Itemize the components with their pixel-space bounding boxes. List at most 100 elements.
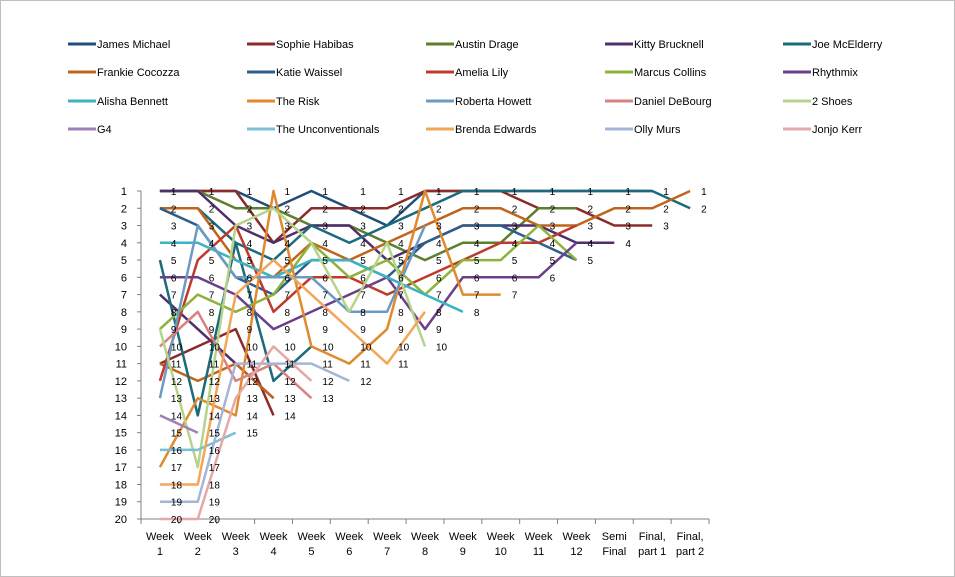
series-line [159,362,350,503]
data-label: 10 [247,342,259,353]
data-label: 1 [701,187,707,198]
x-tick-label: Week [449,531,477,543]
data-label: 8 [209,308,215,319]
x-tick-label: 11 [533,546,544,558]
legend-entry: 2 Shoes [783,96,853,108]
data-label: 13 [322,394,334,405]
series-line [158,224,427,399]
y-tick-label: 4 [121,238,127,250]
data-label: 12 [209,377,221,388]
data-label: 7 [512,291,518,302]
data-label: 2 [322,204,328,215]
legend-label: Rhythmix [812,67,858,79]
series-line [159,241,578,331]
data-label: 15 [247,429,259,440]
point-labels: 1234567891011121314151617181920123456789… [171,187,707,526]
data-label: 2 [512,204,518,215]
data-label: 1 [322,187,328,198]
data-label: 12 [285,377,297,388]
legend-label: Sophie Habibas [276,39,354,51]
data-label: 3 [247,222,253,233]
data-label: 4 [474,239,480,250]
data-label: 3 [360,222,366,233]
data-label: 5 [436,256,442,267]
data-label: 4 [436,239,442,250]
data-label: 1 [171,187,177,198]
legend-label: Daniel DeBourg [634,96,712,108]
legend-label: Austin Drage [455,39,519,51]
data-label: 6 [247,273,253,284]
legend-entry: Kitty Brucknell [605,39,704,51]
data-label: 8 [247,308,253,319]
data-label: 13 [171,394,183,405]
data-label: 9 [171,325,177,336]
series-line [159,345,313,521]
data-label: 13 [285,394,297,405]
y-tick-label: 6 [121,272,127,284]
data-label: 6 [512,273,518,284]
data-label: 11 [398,360,409,371]
legend-entry: Frankie Cocozza [68,67,180,79]
legend-label: Katie Waissel [276,67,342,79]
data-label: 3 [171,222,177,233]
legend-entry: Roberta Howett [426,96,531,108]
x-tick-label: Final, [677,531,704,543]
y-tick-label: 18 [115,479,127,491]
data-label: 3 [625,222,631,233]
x-tick-label: Week [525,531,553,543]
data-label: 2 [587,204,593,215]
data-label: 9 [360,325,366,336]
x-tick-label: 4 [270,546,276,558]
data-label: 8 [436,308,442,319]
y-tick-label: 17 [115,462,127,474]
data-label: 2 [663,204,669,215]
data-label: 8 [398,308,404,319]
y-tick-label: 19 [115,497,127,509]
data-label: 8 [474,308,480,319]
y-tick-label: 13 [115,393,127,405]
data-label: 1 [247,187,253,198]
legend-entry: Rhythmix [783,67,858,79]
x-tick-label: 3 [233,546,239,558]
y-tick-label: 20 [115,514,127,526]
data-label: 9 [209,325,215,336]
legend-entry: Daniel DeBourg [605,96,712,108]
legend: James Michael Sophie Habibas Austin Drage K… [68,39,883,136]
y-tick-label: 1 [121,186,127,198]
data-label: 3 [436,222,442,233]
data-label: 3 [512,222,518,233]
data-label: 11 [285,360,296,371]
data-label: 4 [322,239,328,250]
data-label: 1 [663,187,669,198]
legend-label: G4 [97,124,112,136]
data-label: 1 [398,187,404,198]
data-label: 2 [209,204,215,215]
legend-label: Frankie Cocozza [97,67,180,79]
data-label: 7 [398,291,404,302]
data-label: 15 [209,429,221,440]
data-label: 1 [625,187,631,198]
data-label: 4 [171,239,177,250]
series-line [158,207,427,469]
data-label: 14 [285,411,297,422]
data-label: 3 [398,222,404,233]
data-label: 5 [322,256,328,267]
x-tick-label: Week [260,531,288,543]
data-label: 1 [474,187,480,198]
x-tick-label: part 2 [676,546,704,558]
legend-label: Olly Murs [634,124,681,136]
legend-entry: James Michael [68,39,170,51]
legend-entry: Austin Drage [426,39,519,51]
data-label: 17 [171,463,183,474]
data-label: 7 [247,291,253,302]
data-label: 4 [550,239,556,250]
data-label: 4 [285,239,291,250]
data-label: 18 [209,480,221,491]
series-line [159,362,275,400]
legend-label: Roberta Howett [455,96,531,108]
data-label: 5 [285,256,291,267]
data-label: 5 [474,256,480,267]
data-label: 20 [171,515,183,526]
data-label: 14 [247,411,259,422]
data-label: 6 [474,273,480,284]
